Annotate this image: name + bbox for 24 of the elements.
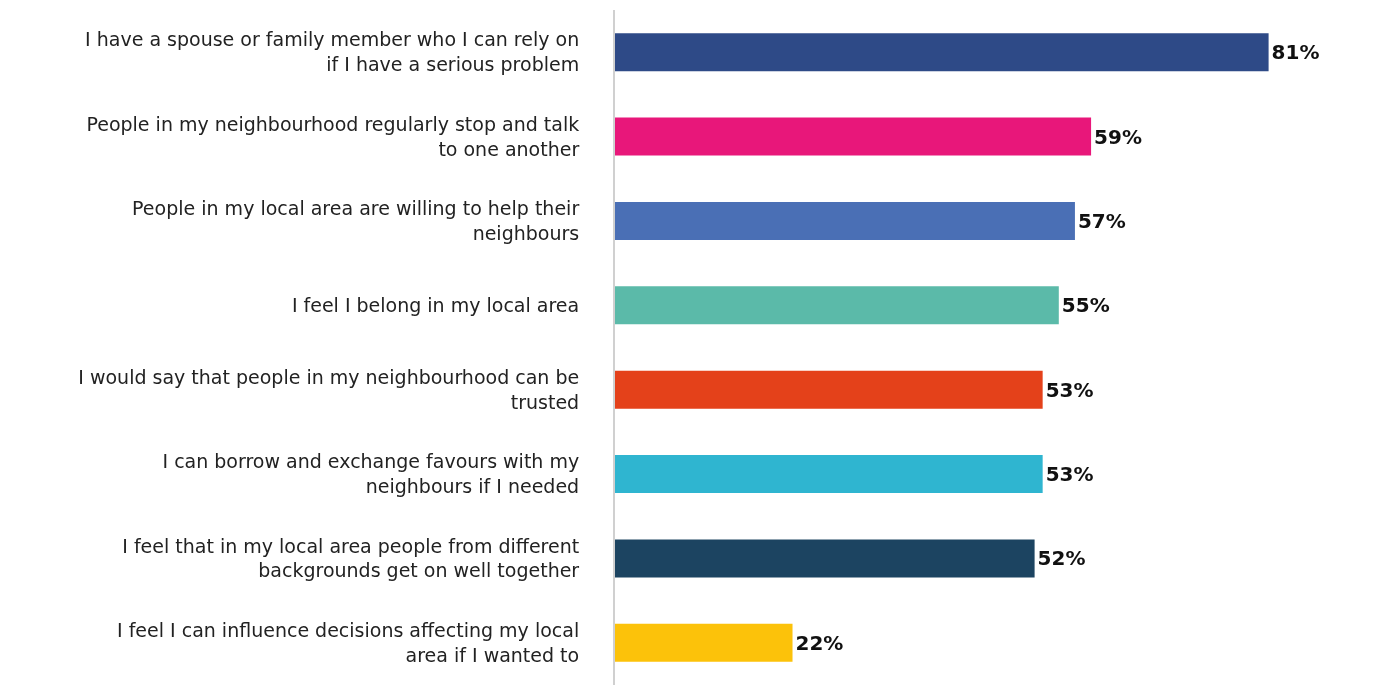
- y-tick-label: I feel I can influence decisions affecting my local area if I wanted to: [117, 619, 580, 666]
- bar: [615, 33, 1269, 72]
- data-label: 59%: [1094, 124, 1142, 149]
- bar: [615, 623, 793, 662]
- bar: [615, 539, 1035, 578]
- bar: [615, 201, 1075, 240]
- y-tick-label: I feel that in my local area people from different backgrounds get on well together: [122, 534, 580, 582]
- y-tick-label: I feel I belong in my local area: [291, 293, 580, 316]
- data-label: 22%: [795, 630, 844, 655]
- y-tick-label: I can borrow and exchange favours with my neighbours if I needed: [162, 450, 580, 498]
- data-label: 53%: [1045, 377, 1094, 402]
- bar: [615, 286, 1059, 325]
- data-label: 81%: [1271, 40, 1320, 65]
- data-label: 55%: [1061, 293, 1110, 318]
- data-label: 52%: [1037, 546, 1086, 571]
- bar: [615, 455, 1043, 494]
- bar: [615, 370, 1043, 409]
- y-tick-label: I have a spouse or family member who I can rely on if I have a serious problem: [85, 28, 580, 76]
- y-tick-label: People in my local area are willing to help their neighbours: [132, 197, 580, 244]
- y-tick-label: I would say that people in my neighbourhood can be trusted: [78, 365, 580, 413]
- y-tick-label: People in my neighbourhood regularly stop and talk to one another: [86, 112, 580, 160]
- bar: [615, 117, 1092, 156]
- data-label: 53%: [1045, 462, 1094, 487]
- data-label: 57%: [1077, 208, 1126, 233]
